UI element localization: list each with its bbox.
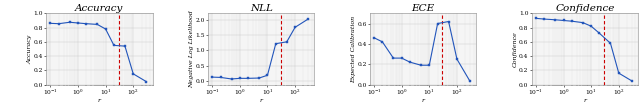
Y-axis label: Confidence: Confidence: [513, 31, 518, 67]
Title: NLL: NLL: [250, 4, 273, 13]
Title: Accuracy: Accuracy: [75, 4, 124, 13]
Y-axis label: Negative Log Likelihood: Negative Log Likelihood: [189, 10, 194, 88]
X-axis label: r: r: [422, 98, 424, 103]
Title: Confidence: Confidence: [555, 4, 614, 13]
X-axis label: r: r: [583, 98, 586, 103]
Y-axis label: Accuracy: Accuracy: [27, 34, 32, 64]
Title: ECE: ECE: [412, 4, 435, 13]
X-axis label: r: r: [98, 98, 101, 103]
X-axis label: r: r: [260, 98, 262, 103]
Y-axis label: Expected Calibration: Expected Calibration: [351, 15, 356, 82]
